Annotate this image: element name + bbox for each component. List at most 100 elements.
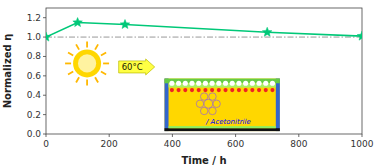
y-axis-label: Normalized η	[2, 34, 13, 109]
dye-dot	[170, 88, 174, 92]
sun-ray	[76, 77, 79, 82]
dye-dot	[264, 88, 268, 92]
cell-bump	[250, 81, 255, 86]
cell-bump	[236, 81, 241, 86]
cell-bump	[243, 81, 248, 86]
cell-bump	[210, 81, 215, 86]
y-tick-label: 0.2	[27, 110, 41, 120]
dye-dot	[210, 88, 214, 92]
sun-illustration	[65, 41, 109, 85]
cell-bump	[223, 81, 228, 86]
data-point	[357, 31, 362, 40]
dye-dot	[244, 88, 248, 92]
x-tick-label: 600	[227, 139, 244, 149]
dye-dot	[217, 88, 221, 92]
cell-bump	[169, 81, 174, 86]
sun-ray	[68, 71, 73, 74]
reference-line	[46, 37, 362, 38]
cell-glass	[276, 79, 280, 132]
sun-ray	[103, 63, 109, 65]
sun-ray	[86, 41, 88, 47]
sun-ray	[68, 52, 73, 55]
sun-ray	[101, 71, 106, 74]
chart: 0 200 400 600 800 1000 0.0 0.2 0.4 0.6 0.8 1.0 1.2 Ti…	[0, 0, 378, 168]
x-tick-label: 400	[164, 139, 181, 149]
molecule-ring	[204, 99, 213, 108]
y-tick-label: 0.4	[27, 90, 42, 100]
y-tick-label: 1.2	[27, 13, 41, 23]
cell-tio2	[165, 79, 280, 84]
cell-bump	[216, 81, 221, 86]
dye-dot	[230, 88, 234, 92]
x-tick-label: 800	[290, 139, 307, 149]
solar-cell-illustration	[165, 79, 280, 132]
dye-dot	[183, 88, 187, 92]
dye-dot	[237, 88, 241, 92]
y-tick	[43, 17, 46, 18]
plot-area	[46, 18, 362, 42]
cell-bump	[256, 81, 261, 86]
dye-dot	[257, 88, 261, 92]
cell-electrode	[165, 128, 280, 131]
cell-bump	[203, 81, 208, 86]
y-tick-label: 1.0	[27, 32, 42, 42]
data-point	[46, 32, 51, 41]
x-tick	[235, 134, 236, 137]
dye-dot	[197, 88, 201, 92]
sun-highlight	[78, 54, 96, 72]
y-tick	[43, 114, 46, 115]
dye-dot	[190, 88, 194, 92]
annotation: 60°C	[122, 62, 143, 72]
cell-electrolyte	[165, 79, 280, 132]
annotation-box	[119, 59, 155, 75]
x-tick-label: 1000	[351, 139, 374, 149]
cell-bump	[176, 81, 181, 86]
x-tick	[362, 134, 363, 137]
y-tick	[43, 134, 46, 135]
cell-bump	[183, 81, 188, 86]
molecule-ring	[209, 93, 216, 100]
x-tick-label: 0	[43, 139, 49, 149]
dye-dot	[203, 88, 207, 92]
cell-glass	[165, 79, 169, 132]
sun-ray	[95, 77, 98, 82]
y-tick	[43, 37, 46, 38]
sun-body	[73, 49, 101, 77]
data-line	[46, 23, 362, 38]
x-tick	[109, 134, 110, 137]
dye-dot	[223, 88, 227, 92]
y-tick-label: 0.8	[27, 51, 42, 61]
cell-bump	[230, 81, 235, 86]
dye-dot	[177, 88, 181, 92]
molecule-ring	[209, 107, 216, 114]
sun-ray	[101, 52, 106, 55]
cell-bump	[263, 81, 268, 86]
cell-strip	[169, 126, 276, 128]
molecule-ring	[200, 93, 207, 100]
annotation-group: 60°C	[119, 59, 155, 75]
y-tick-label: 0.0	[27, 129, 42, 139]
sun-ray	[65, 63, 71, 65]
x-tick	[46, 134, 47, 137]
data-point	[120, 19, 130, 28]
data-point	[262, 27, 272, 36]
y-tick	[43, 95, 46, 96]
sun-ray	[95, 44, 98, 49]
y-tick	[43, 56, 46, 57]
sun-ray	[76, 44, 79, 49]
cell-bump	[270, 81, 275, 86]
y-tick-label: 0.6	[27, 71, 42, 81]
molecule-ring	[196, 100, 203, 107]
y-tick	[43, 75, 46, 76]
sun-ray	[86, 79, 88, 85]
x-tick-label: 200	[101, 139, 118, 149]
annotation: / Acetonitrile	[205, 118, 251, 126]
plot-frame	[46, 8, 362, 134]
x-tick	[172, 134, 173, 137]
x-axis-label: Time / h	[181, 155, 226, 166]
molecule-ring	[200, 107, 207, 114]
molecule-ring	[213, 100, 220, 107]
dye-dot	[270, 88, 274, 92]
dye-dot	[250, 88, 254, 92]
x-tick	[298, 134, 299, 137]
